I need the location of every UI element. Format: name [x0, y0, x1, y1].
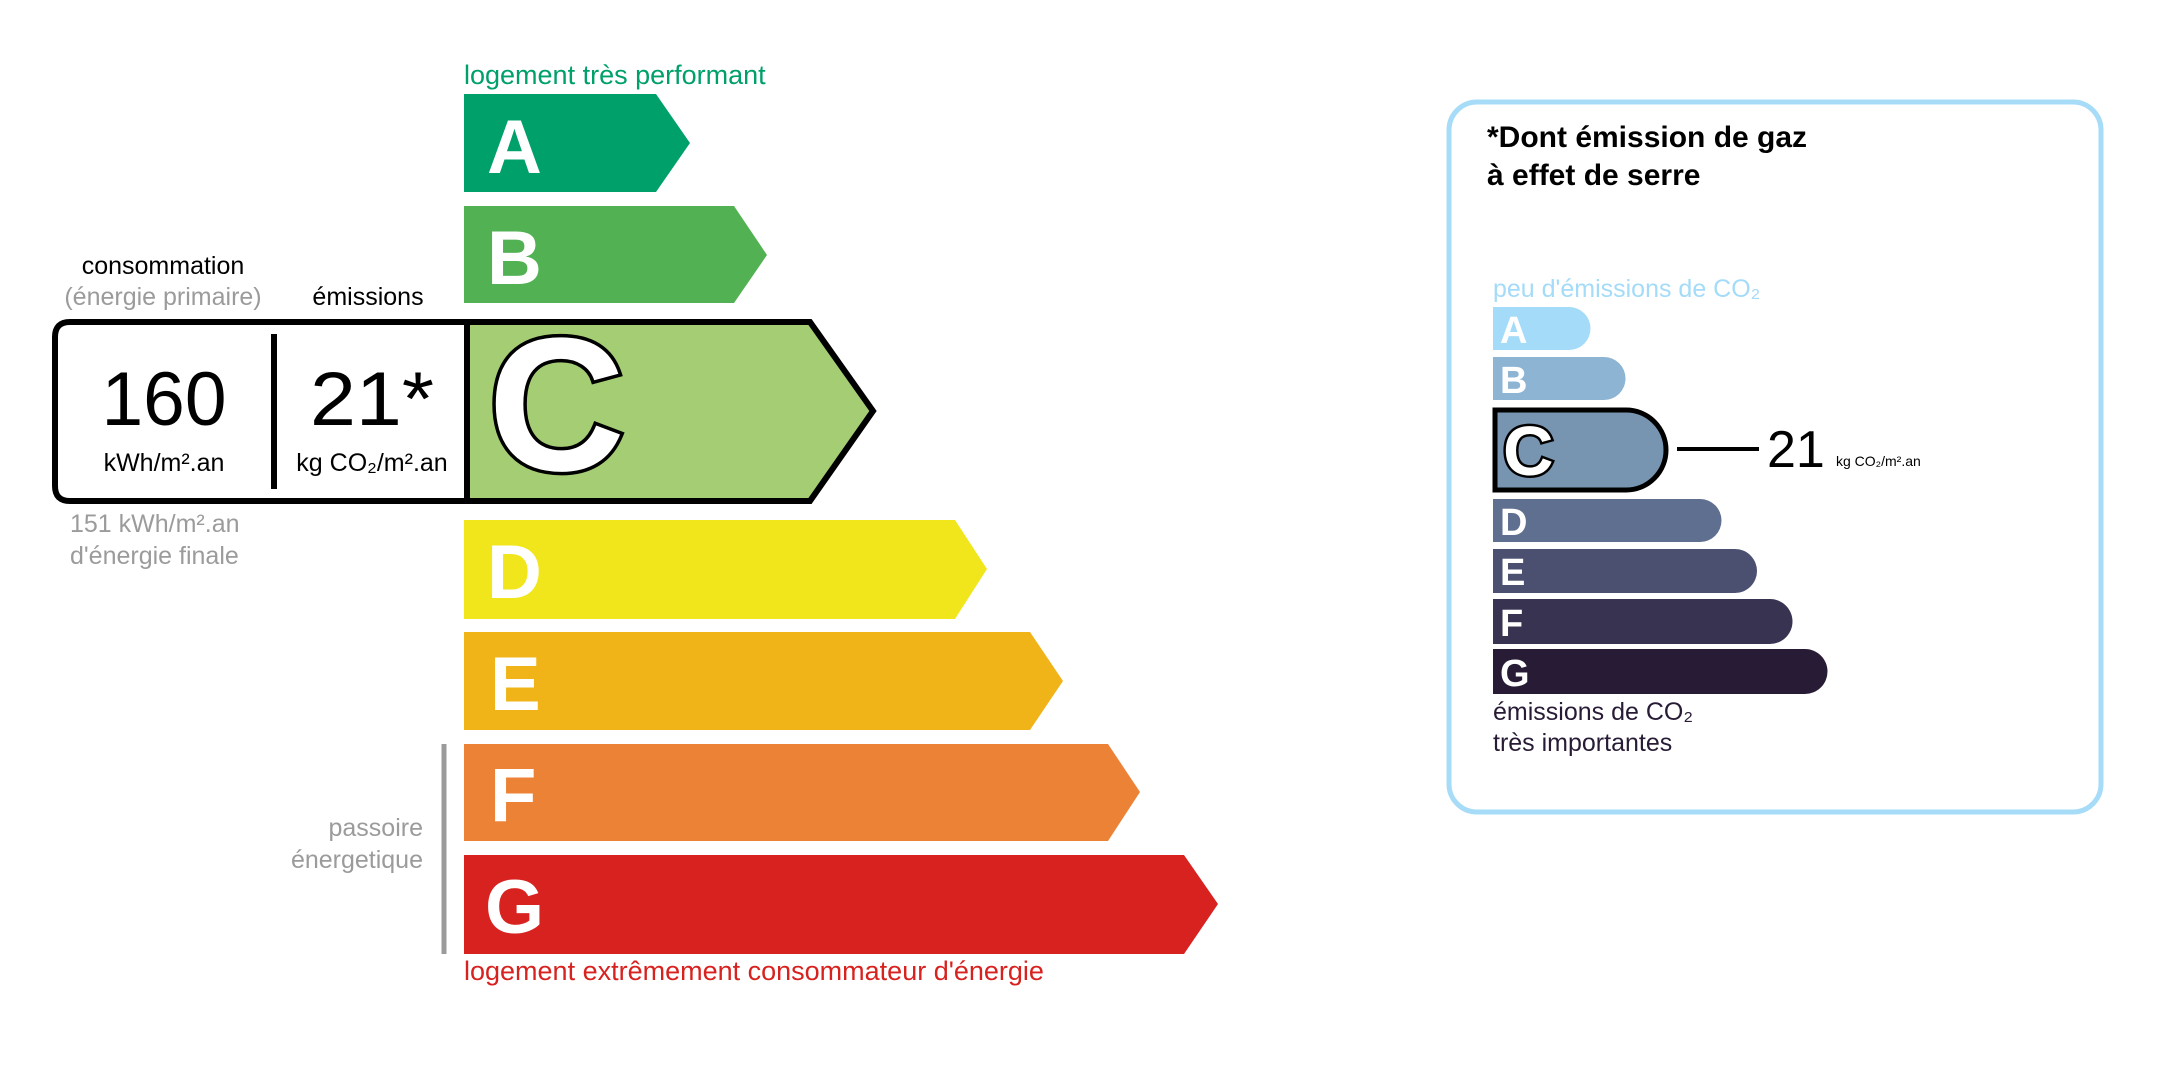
energy-bar-d — [464, 520, 987, 619]
energy-bar-f — [464, 744, 1140, 841]
ges-top-label: peu d'émissions de CO₂ — [1493, 275, 1760, 303]
ges-letter-f: F — [1500, 603, 1523, 645]
ges-bar-b — [1493, 357, 1626, 400]
consumption-value: 160 — [102, 357, 227, 442]
ges-title-1: *Dont émission de gaz — [1487, 121, 1807, 154]
ges-letter-b: B — [1500, 360, 1527, 402]
ges-letter-c: C — [1503, 412, 1554, 490]
ges-letter-a: A — [1500, 310, 1527, 352]
ges-bottom-label-2: très importantes — [1493, 729, 1672, 757]
ges-letter-d: D — [1500, 502, 1527, 544]
ges-title-2: à effet de serre — [1487, 159, 1700, 192]
ges-bar-d — [1493, 499, 1722, 542]
ges-bar-f — [1493, 599, 1793, 644]
energy-class-b: B — [464, 206, 767, 303]
energy-bottom-label: logement extrêmement consommateur d'éner… — [464, 956, 1044, 986]
energy-letter-f: F — [490, 753, 536, 838]
emissions-value: 21* — [310, 357, 434, 442]
ges-bar-e — [1493, 549, 1757, 593]
final-energy-value: 151 kWh/m².an — [70, 510, 240, 538]
energy-class-a: A — [464, 94, 690, 192]
energy-class-g: G — [464, 855, 1218, 954]
passoire-label-2: énergetique — [291, 846, 423, 874]
ges-letter-g: G — [1500, 653, 1530, 695]
energy-letter-a: A — [487, 105, 542, 190]
values-box — [52, 319, 470, 504]
energy-bar-g — [464, 855, 1218, 954]
ges-panel: *Dont émission de gaz à effet de serre p… — [1446, 99, 2104, 815]
ges-bar-a — [1493, 307, 1591, 350]
ges-value: 21 — [1767, 421, 1825, 479]
ges-letter-e: E — [1500, 552, 1525, 594]
energy-class-e: E — [464, 632, 1063, 730]
energy-class-f: F — [464, 744, 1140, 841]
energy-bar-c — [464, 319, 877, 504]
energy-bar-a — [464, 94, 690, 192]
ges-bottom-label-1: émissions de CO₂ — [1493, 698, 1693, 726]
final-energy-label: d'énergie finale — [70, 542, 239, 570]
consumption-sublabel: (énergie primaire) — [64, 283, 261, 311]
energy-class-d: D — [464, 520, 987, 619]
passoire-label-1: passoire — [329, 814, 424, 842]
energy-current-box: C 160 kWh/m².an 21* kg CO₂/m².an — [52, 296, 877, 515]
ges-bar-g — [1493, 649, 1828, 694]
energy-letter-c: C — [488, 299, 625, 511]
ges-bar-c — [1492, 407, 1669, 493]
ges-unit: kg CO₂/m².an — [1836, 453, 1921, 469]
energy-top-label: logement très performant — [464, 60, 766, 90]
energy-letter-e: E — [490, 642, 541, 727]
energy-letter-d: D — [487, 530, 542, 615]
energy-letter-b: B — [487, 216, 542, 301]
emissions-label: émissions — [312, 283, 423, 311]
consumption-label: consommation — [82, 252, 245, 280]
energy-bar-e — [464, 632, 1063, 730]
energy-letter-g: G — [485, 865, 544, 950]
consumption-unit: kWh/m².an — [104, 449, 225, 477]
energy-bar-b — [464, 206, 767, 303]
emissions-unit: kg CO₂/m².an — [296, 449, 447, 477]
